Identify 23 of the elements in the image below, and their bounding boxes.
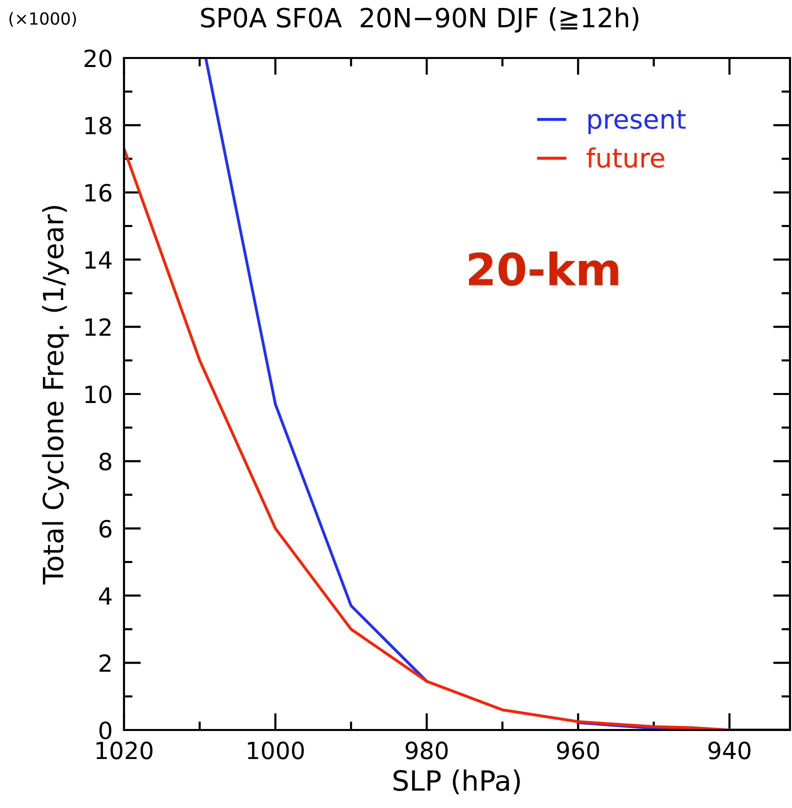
text: (×1000): [9, 12, 76, 27]
y-tick-label: 12: [85, 318, 111, 336]
x-axis-title: SLP (hPa): [394, 770, 520, 794]
legend-label: present: [588, 110, 686, 134]
y-axis-title: Total Cyclone Freq. (1/year): [42, 206, 69, 585]
y-tick-label: 18: [85, 116, 112, 135]
y-tick-label: 10: [85, 385, 112, 404]
x-tick-label: 1020: [96, 742, 152, 760]
chart-title: SP0A SF0A 20N−90N DJF (≧12h): [201, 7, 638, 33]
y-tick-label: 8: [99, 452, 112, 471]
legend-label: future: [586, 147, 664, 168]
x-tick-label: 940: [708, 742, 750, 760]
y-tick-label: 14: [85, 251, 112, 269]
y-tick-label: 20: [84, 49, 112, 68]
x-tick-label: 1000: [248, 742, 304, 760]
y-tick-label: 2: [100, 654, 111, 672]
y-tick-label: 16: [85, 184, 112, 202]
x-tick-label: 960: [557, 742, 600, 760]
y-tick-label: 6: [100, 520, 112, 538]
annotation: 20-km: [469, 252, 618, 286]
x-tick-label: 980: [406, 742, 448, 760]
y-tick-label: 4: [99, 587, 112, 605]
y-tick-label: 0: [99, 721, 112, 740]
